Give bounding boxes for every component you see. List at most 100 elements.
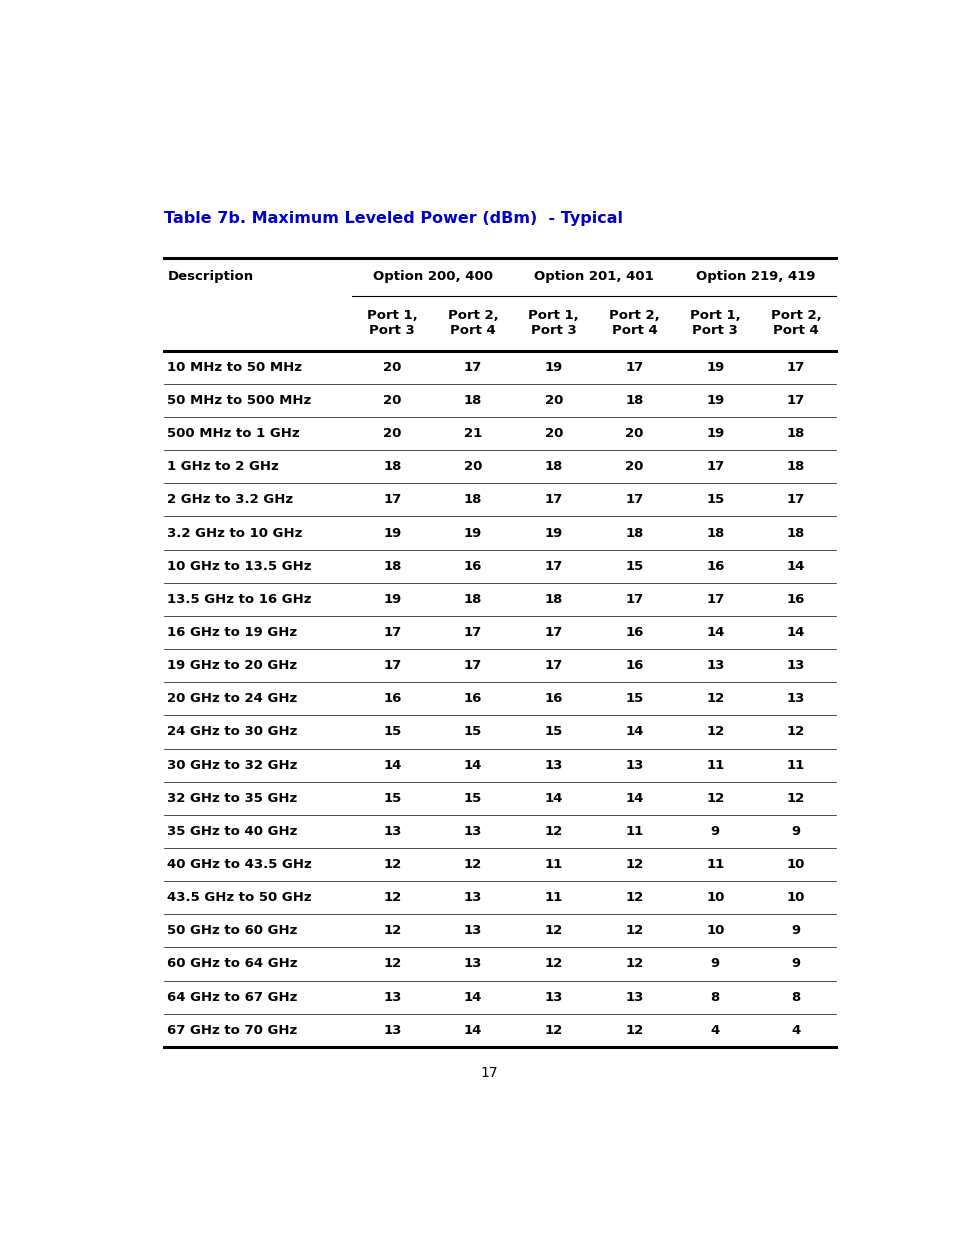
Text: 2 GHz to 3.2 GHz: 2 GHz to 3.2 GHz: [167, 494, 294, 506]
Text: 3.2 GHz to 10 GHz: 3.2 GHz to 10 GHz: [167, 526, 302, 540]
Text: 18: 18: [786, 427, 804, 440]
Text: 17: 17: [786, 394, 804, 408]
Text: 17: 17: [479, 1066, 497, 1079]
Text: 17: 17: [544, 559, 562, 573]
Text: 20: 20: [383, 427, 401, 440]
Text: 17: 17: [544, 494, 562, 506]
Text: 17: 17: [383, 626, 401, 638]
Text: 14: 14: [625, 792, 643, 805]
Text: 12: 12: [383, 892, 401, 904]
Text: Port 1,
Port 3: Port 1, Port 3: [528, 309, 578, 337]
Text: 12: 12: [786, 725, 804, 739]
Text: 19: 19: [705, 361, 723, 374]
Text: Port 2,
Port 4: Port 2, Port 4: [770, 309, 821, 337]
Text: 12: 12: [383, 957, 401, 971]
Text: 14: 14: [463, 758, 482, 772]
Text: 12: 12: [705, 725, 723, 739]
Text: 16: 16: [383, 693, 401, 705]
Text: 12: 12: [625, 957, 643, 971]
Text: 20: 20: [625, 461, 643, 473]
Text: 12: 12: [544, 924, 562, 937]
Text: 9: 9: [791, 957, 800, 971]
Text: 13: 13: [463, 892, 482, 904]
Text: 18: 18: [463, 494, 482, 506]
Text: 8: 8: [791, 990, 800, 1004]
Text: 18: 18: [625, 526, 643, 540]
Text: 16: 16: [625, 659, 643, 672]
Text: 18: 18: [383, 559, 401, 573]
Text: 19: 19: [705, 427, 723, 440]
Text: 17: 17: [705, 593, 723, 606]
Text: 11: 11: [705, 858, 723, 871]
Text: 12: 12: [625, 1024, 643, 1036]
Text: 8: 8: [710, 990, 720, 1004]
Text: 18: 18: [786, 526, 804, 540]
Text: 13: 13: [544, 990, 562, 1004]
Text: 17: 17: [544, 626, 562, 638]
Text: 16: 16: [463, 693, 482, 705]
Text: 18: 18: [463, 593, 482, 606]
Text: 20: 20: [544, 394, 562, 408]
Text: 30 GHz to 32 GHz: 30 GHz to 32 GHz: [167, 758, 297, 772]
Text: 13: 13: [463, 825, 482, 837]
Text: 13: 13: [705, 659, 723, 672]
Text: 14: 14: [705, 626, 723, 638]
Text: 17: 17: [625, 494, 643, 506]
Text: 19: 19: [544, 361, 562, 374]
Text: 15: 15: [544, 725, 562, 739]
Text: 12: 12: [705, 693, 723, 705]
Text: Option 201, 401: Option 201, 401: [534, 270, 654, 283]
Text: 50 MHz to 500 MHz: 50 MHz to 500 MHz: [167, 394, 312, 408]
Text: 11: 11: [786, 758, 804, 772]
Text: 14: 14: [625, 725, 643, 739]
Text: 9: 9: [710, 957, 720, 971]
Text: 17: 17: [383, 659, 401, 672]
Text: 16: 16: [705, 559, 723, 573]
Text: 24 GHz to 30 GHz: 24 GHz to 30 GHz: [167, 725, 297, 739]
Text: 17: 17: [463, 659, 481, 672]
Text: 67 GHz to 70 GHz: 67 GHz to 70 GHz: [167, 1024, 297, 1036]
Text: 15: 15: [383, 725, 401, 739]
Text: 18: 18: [786, 461, 804, 473]
Text: 14: 14: [786, 559, 804, 573]
Text: 11: 11: [705, 758, 723, 772]
Text: 17: 17: [625, 361, 643, 374]
Text: 18: 18: [463, 394, 482, 408]
Text: 50 GHz to 60 GHz: 50 GHz to 60 GHz: [167, 924, 297, 937]
Text: Option 200, 400: Option 200, 400: [373, 270, 492, 283]
Text: 16: 16: [463, 559, 482, 573]
Text: 18: 18: [544, 461, 562, 473]
Text: 14: 14: [383, 758, 401, 772]
Text: 20: 20: [544, 427, 562, 440]
Text: 9: 9: [710, 825, 720, 837]
Text: 12: 12: [383, 858, 401, 871]
Text: 12: 12: [625, 924, 643, 937]
Text: Port 2,
Port 4: Port 2, Port 4: [609, 309, 659, 337]
Text: 10: 10: [705, 924, 723, 937]
Text: 13: 13: [383, 1024, 401, 1036]
Text: 11: 11: [544, 892, 562, 904]
Text: 1 GHz to 2 GHz: 1 GHz to 2 GHz: [167, 461, 279, 473]
Text: 16: 16: [786, 593, 804, 606]
Text: 19: 19: [383, 593, 401, 606]
Text: 500 MHz to 1 GHz: 500 MHz to 1 GHz: [167, 427, 299, 440]
Text: 19: 19: [383, 526, 401, 540]
Text: 13: 13: [786, 659, 804, 672]
Text: 13.5 GHz to 16 GHz: 13.5 GHz to 16 GHz: [167, 593, 312, 606]
Text: 4: 4: [791, 1024, 800, 1036]
Text: 17: 17: [544, 659, 562, 672]
Text: 15: 15: [625, 693, 643, 705]
Text: 17: 17: [463, 626, 481, 638]
Text: 13: 13: [625, 990, 643, 1004]
Text: 10: 10: [786, 858, 804, 871]
Text: 14: 14: [544, 792, 562, 805]
Text: 12: 12: [625, 858, 643, 871]
Text: Table 7b. Maximum Leveled Power (dBm)  - Typical: Table 7b. Maximum Leveled Power (dBm) - …: [164, 211, 622, 226]
Text: 15: 15: [705, 494, 723, 506]
Text: 13: 13: [544, 758, 562, 772]
Text: 12: 12: [625, 892, 643, 904]
Text: 12: 12: [383, 924, 401, 937]
Text: 20: 20: [625, 427, 643, 440]
Text: 15: 15: [625, 559, 643, 573]
Text: 11: 11: [544, 858, 562, 871]
